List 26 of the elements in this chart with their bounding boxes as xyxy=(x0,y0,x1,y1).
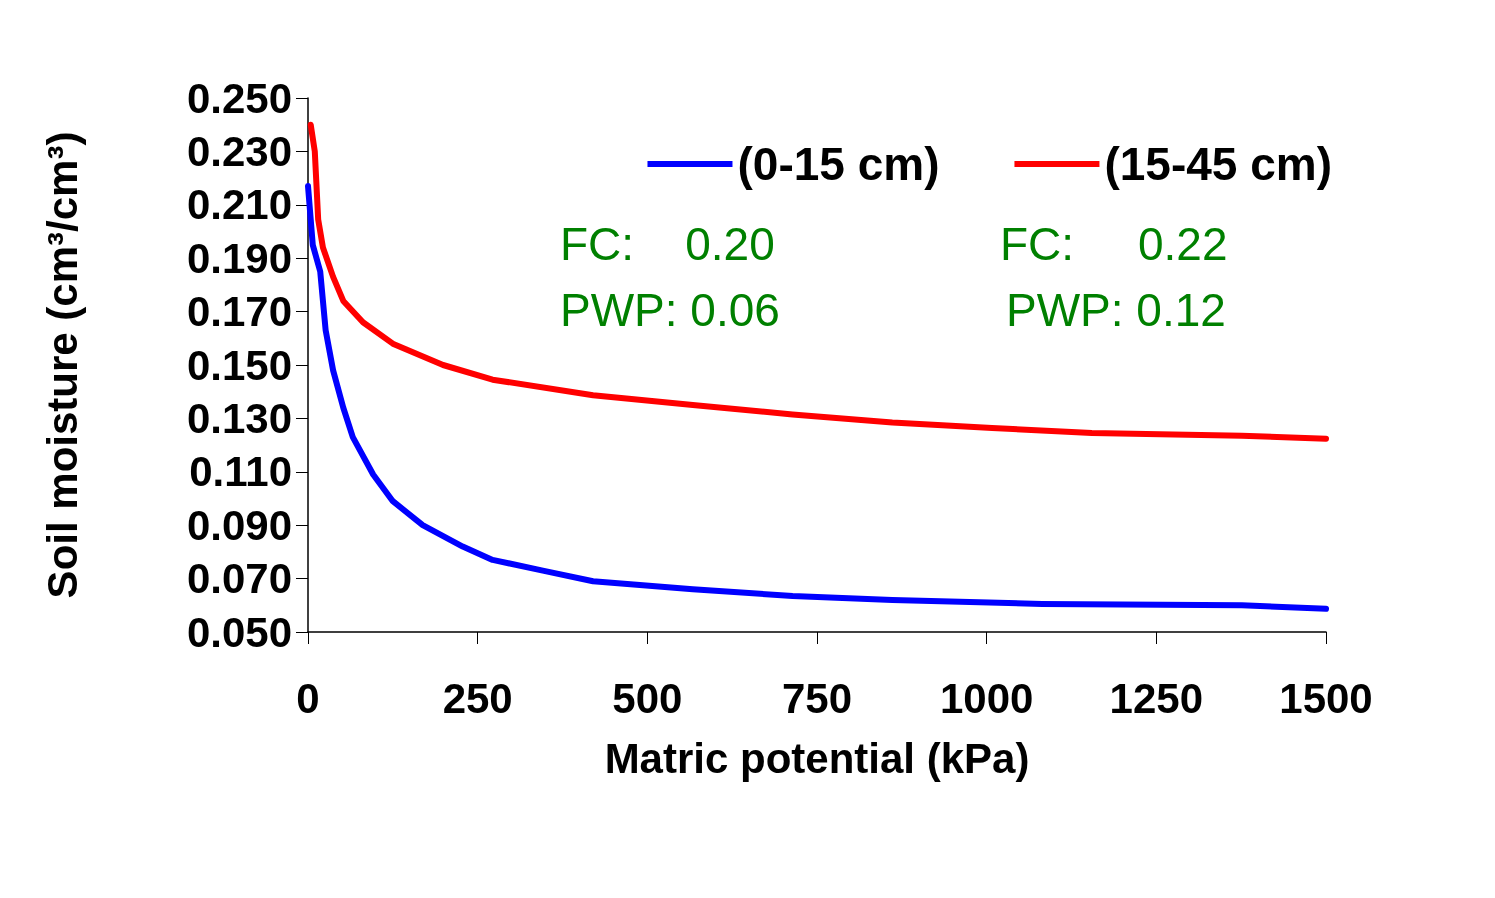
y-tick-label: 0.130 xyxy=(186,394,292,442)
x-tick-label: 500 xyxy=(612,674,683,722)
x-tick-label: 1500 xyxy=(1279,674,1373,722)
y-tick-label: 0.090 xyxy=(186,501,292,549)
x-tick-label: 750 xyxy=(781,674,853,722)
y-tick-label: 0.070 xyxy=(186,555,292,603)
y-tick-label: 0.170 xyxy=(186,288,292,336)
y-tick-label: 0.230 xyxy=(186,127,292,175)
x-axis-title: Matric potential (kPa) xyxy=(604,734,1030,782)
y-tick-label: 0.110 xyxy=(189,448,292,496)
x-tick-label: 1250 xyxy=(1109,674,1204,722)
legend-label: (15-45 cm) xyxy=(1104,138,1333,190)
annotation: FC: 0.22 xyxy=(1000,218,1228,270)
annotation: PWP: 0.12 xyxy=(1006,284,1226,336)
y-tick-label: 0.150 xyxy=(186,341,292,389)
y-tick-label: 0.210 xyxy=(186,181,292,229)
y-axis-title: Soil moisture (cm³/cm³) xyxy=(38,131,86,599)
y-tick-label: 0.050 xyxy=(186,608,292,656)
annotation: FC: 0.20 xyxy=(560,218,775,270)
x-tick-label: 0 xyxy=(296,674,320,722)
y-tick-label: 0.190 xyxy=(186,234,292,282)
x-tick-label: 1000 xyxy=(939,674,1034,722)
x-tick-label: 250 xyxy=(442,674,513,722)
y-tick-label: 0.250 xyxy=(186,74,292,122)
legend-label: (0-15 cm) xyxy=(737,138,940,190)
annotation: PWP: 0.06 xyxy=(560,284,780,336)
